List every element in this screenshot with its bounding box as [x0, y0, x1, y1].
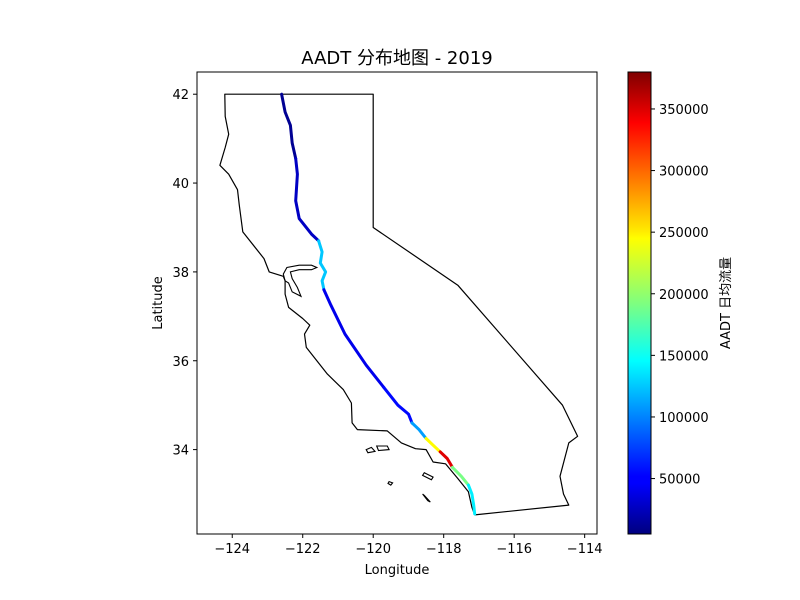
colorbar-tick-label: 250000: [659, 226, 709, 241]
x-axis-ticks: −124 −122 −120 −118 −116 −114: [214, 534, 603, 557]
colorbar-tick-label: 50000: [659, 473, 700, 488]
x-tick-label: −120: [355, 542, 391, 557]
x-tick-label: −114: [567, 542, 603, 557]
y-axis-label: Latitude: [151, 276, 166, 330]
y-tick-label: 38: [172, 266, 189, 281]
colorbar-ticks: 50000 100000 150000 200000 250000 300000 35000…: [651, 103, 709, 488]
y-tick-label: 40: [172, 177, 189, 192]
x-axis-label: Longitude: [365, 563, 430, 578]
x-tick-label: −124: [214, 542, 250, 557]
road-segment-6: [424, 437, 442, 454]
x-tick-label: −118: [426, 542, 462, 557]
bay-coastline: [282, 264, 319, 298]
colorbar-tick-label: 300000: [659, 165, 709, 180]
state-boundary: [219, 93, 579, 516]
colorbar-label: AADT 日均流量: [719, 257, 734, 349]
y-tick-label: 36: [172, 355, 189, 370]
colorbar: [627, 71, 652, 535]
road-segment-8: [451, 465, 470, 487]
colorbar-tick-label: 350000: [659, 103, 709, 118]
y-axis-ticks: 34 36 38 40 42: [172, 88, 197, 459]
colorbar-tick-label: 150000: [659, 349, 709, 364]
y-tick-label: 34: [172, 444, 189, 459]
chart-title: AADT 分布地图 - 2019: [301, 48, 492, 69]
island-outline-3: [422, 493, 431, 503]
road-segment-2: [317, 239, 328, 292]
road-segment-4: [382, 385, 414, 425]
map-layer: [219, 92, 579, 516]
x-tick-label: −116: [496, 542, 532, 557]
island-outline-4: [387, 480, 394, 486]
road-segment-9: [466, 483, 477, 516]
road-segment-0: [280, 92, 298, 161]
island-outline-2: [421, 471, 434, 481]
colorbar-tick-label: 200000: [659, 288, 709, 303]
road-segment-5: [410, 421, 428, 440]
road-segment-7: [438, 450, 454, 469]
island-outline-0: [375, 445, 390, 452]
island-outline-1: [365, 446, 377, 454]
map-axes-frame: [196, 71, 598, 535]
x-tick-label: −122: [285, 542, 321, 557]
colorbar-tick-label: 100000: [659, 411, 709, 426]
road-segment-3: [322, 288, 386, 389]
y-tick-label: 42: [172, 88, 189, 103]
road-segment-1: [294, 157, 321, 243]
